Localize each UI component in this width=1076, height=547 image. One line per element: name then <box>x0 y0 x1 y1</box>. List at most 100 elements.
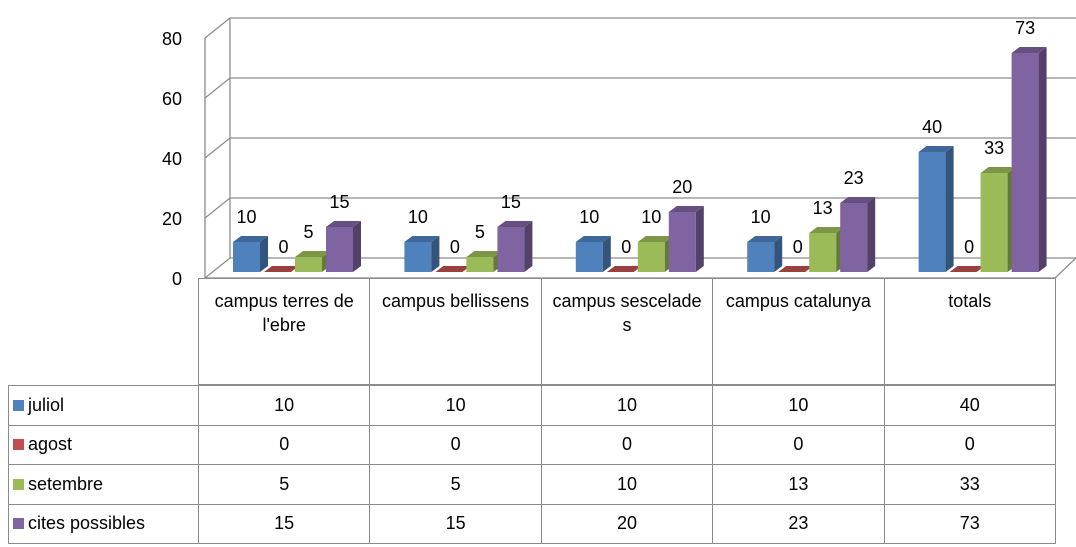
data-label: 13 <box>813 198 833 218</box>
bar <box>466 251 502 272</box>
bar-front <box>1011 53 1039 272</box>
table-cell: 0 <box>883 424 1056 465</box>
bar-front <box>295 257 322 272</box>
table-cell: 40 <box>883 385 1056 426</box>
bar-front <box>575 242 603 272</box>
bar-side <box>353 221 361 272</box>
data-label: 23 <box>844 168 864 188</box>
table-cell: 20 <box>540 503 714 544</box>
legend-swatch <box>13 399 24 411</box>
bar-front <box>326 227 353 272</box>
table-cell: 10 <box>540 464 714 505</box>
bar-top <box>497 221 533 227</box>
bar-top <box>747 236 783 242</box>
legend-cell: cites possibles <box>8 503 199 544</box>
data-label: 0 <box>278 237 288 257</box>
bar <box>747 236 783 272</box>
bar-top <box>840 197 876 203</box>
bar-front <box>233 242 260 272</box>
bar-front <box>404 242 432 272</box>
bar <box>606 266 642 272</box>
table-cell: 5 <box>198 464 371 505</box>
y-tick-label: 40 <box>162 149 182 169</box>
bar-top <box>778 266 814 272</box>
table-cell: 13 <box>712 464 885 505</box>
bar-top <box>949 266 985 272</box>
bar <box>840 197 876 272</box>
bar-side <box>524 221 533 272</box>
table-cell: 0 <box>369 424 542 465</box>
y-tick-label: 20 <box>162 209 182 229</box>
table-cell: 0 <box>540 424 714 465</box>
bar <box>497 221 533 272</box>
bar-front <box>497 227 525 272</box>
bar <box>1011 47 1047 272</box>
bar-front <box>466 257 494 272</box>
y-tick-label: 80 <box>162 29 182 49</box>
table-cell: 5 <box>369 464 542 505</box>
bar <box>918 146 954 272</box>
y-tick-label: 0 <box>172 269 182 289</box>
data-label: 10 <box>751 207 771 227</box>
bar <box>778 266 814 272</box>
table-cell: 10 <box>712 385 885 426</box>
data-label: 20 <box>672 177 692 197</box>
data-label: 10 <box>641 207 661 227</box>
data-label: 10 <box>408 207 428 227</box>
table-cell: 15 <box>198 503 371 544</box>
bar-side <box>945 146 954 272</box>
bar-side <box>431 236 440 272</box>
legend-cell: agost <box>8 424 199 465</box>
grid-line <box>204 17 1076 39</box>
table-cell: 33 <box>883 464 1056 505</box>
data-label: 0 <box>450 237 460 257</box>
bar-top <box>606 266 642 272</box>
bar-top <box>326 221 361 227</box>
bar-front <box>637 242 665 272</box>
bar <box>435 266 471 272</box>
bar-front <box>668 212 696 272</box>
bar-top <box>575 236 611 242</box>
legend-swatch <box>13 478 24 490</box>
bar <box>326 221 361 272</box>
bar <box>233 236 268 272</box>
data-label: 15 <box>329 192 349 212</box>
table-cell: 23 <box>712 503 885 544</box>
table-header: campus bellissens <box>369 278 542 385</box>
legend-label: agost <box>28 434 73 455</box>
bar <box>264 266 299 272</box>
bar <box>668 206 704 272</box>
bar-side <box>774 236 783 272</box>
bar <box>980 167 1016 272</box>
table-header: campus catalunya <box>712 278 885 385</box>
data-label: 0 <box>964 237 974 257</box>
data-label: 0 <box>621 237 631 257</box>
bar-top <box>980 167 1016 173</box>
bar <box>949 266 985 272</box>
table-cell: 73 <box>883 503 1056 544</box>
bar <box>637 236 673 272</box>
data-label: 10 <box>579 207 599 227</box>
legend-cell: juliol <box>8 385 199 426</box>
bar-top <box>809 227 845 233</box>
bar-top <box>435 266 471 272</box>
table-cell: 10 <box>540 385 714 426</box>
bar <box>404 236 440 272</box>
bar <box>809 227 845 272</box>
bar-side <box>867 197 876 272</box>
bar-top <box>295 251 330 257</box>
bar-front <box>918 152 946 272</box>
legend-label: cites possibles <box>28 513 146 534</box>
legend-cell: setembre <box>8 464 199 505</box>
bar-top <box>264 266 299 272</box>
bar-front <box>809 233 837 272</box>
data-label: 33 <box>984 138 1004 158</box>
bar <box>295 251 330 272</box>
bar-top <box>637 236 673 242</box>
table-cell: 0 <box>712 424 885 465</box>
table-cell: 15 <box>369 503 542 544</box>
legend-label: setembre <box>28 473 104 494</box>
table-header: campus sescelades <box>540 278 714 385</box>
bar-top <box>233 236 268 242</box>
bar-front <box>747 242 775 272</box>
